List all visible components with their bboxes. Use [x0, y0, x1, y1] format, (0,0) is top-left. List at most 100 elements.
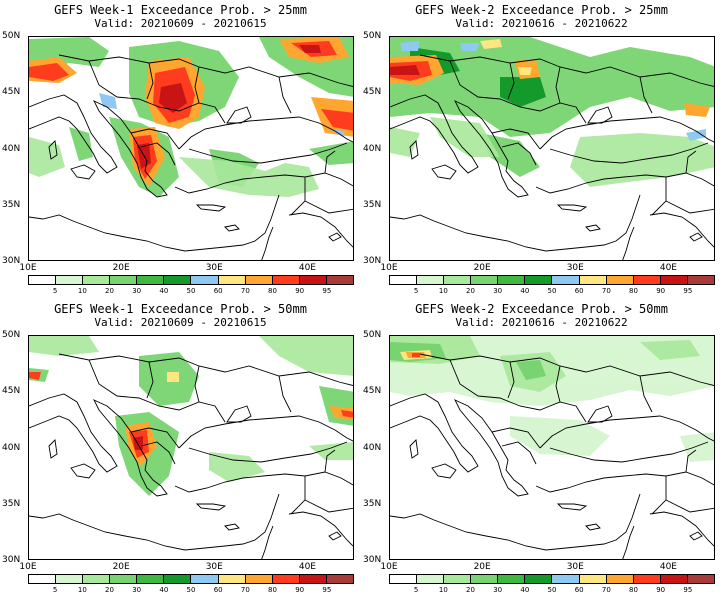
legend-swatch [83, 276, 111, 284]
panel-valid-dates: Valid: 20210616 - 20210622 [455, 316, 628, 329]
panel-title: GEFS Week-1 Exceedance Prob. > 25mm [54, 3, 307, 17]
legend-swatch [444, 575, 472, 583]
legend-threshold-label: 70 [240, 287, 250, 295]
legend-swatch [498, 575, 526, 583]
legend-swatch [29, 575, 57, 583]
probability-map [389, 335, 715, 560]
legend-swatch [579, 575, 607, 583]
legend-swatch [110, 575, 138, 583]
legend-threshold-label: 5 [52, 586, 58, 594]
legend-threshold-label: 30 [132, 586, 142, 594]
legend-swatch [390, 575, 418, 583]
latitude-label: 40N [2, 143, 21, 154]
legend-swatch [326, 575, 353, 583]
legend-swatch [552, 575, 580, 583]
legend-threshold-label: 5 [52, 287, 58, 295]
legend-threshold-label: 5 [413, 287, 419, 295]
latitude-label: 45N [363, 87, 382, 98]
legend-threshold-label: 60 [213, 586, 223, 594]
map-panel-week2-25mm: GEFS Week-2 Exceedance Prob. > 25mm Vali… [361, 0, 722, 299]
legend-swatch [299, 575, 327, 583]
legend-swatch [417, 575, 445, 583]
latitude-label: 45N [363, 386, 382, 397]
map-panel-week2-50mm: GEFS Week-2 Exceedance Prob. > 50mm Vali… [361, 299, 722, 598]
longitude-label: 10E [19, 263, 37, 273]
legend-threshold-label: 95 [322, 586, 332, 594]
legend-threshold-label: 30 [493, 287, 503, 295]
map-panel-week1-50mm: GEFS Week-1 Exceedance Prob. > 50mm Vali… [0, 299, 361, 598]
latitude-label: 50N [363, 31, 382, 41]
longitude-label: 20E [473, 562, 491, 572]
latitude-label: 30N [2, 256, 21, 266]
legend-swatch [326, 276, 353, 284]
latitude-label: 40N [2, 442, 21, 453]
latitude-label: 45N [2, 87, 21, 98]
longitude-label: 10E [380, 562, 398, 572]
latitude-label: 40N [363, 442, 382, 453]
latitude-label: 40N [363, 143, 382, 154]
legend-threshold-label: 30 [132, 287, 142, 295]
legend-threshold-label: 70 [601, 287, 611, 295]
probability-map [28, 36, 354, 261]
probability-legend [28, 574, 354, 584]
legend-swatch [606, 276, 634, 284]
legend-swatch [390, 276, 418, 284]
legend-swatch [272, 276, 300, 284]
legend-swatch [164, 575, 192, 583]
legend-threshold-label: 95 [322, 287, 332, 295]
legend-threshold-label: 60 [574, 586, 584, 594]
longitude-label: 10E [380, 263, 398, 273]
legend-threshold-label: 50 [186, 287, 196, 295]
longitude-label: 40E [298, 562, 316, 572]
latitude-label: 50N [2, 330, 21, 340]
longitude-label: 30E [205, 562, 223, 572]
legend-threshold-label: 5 [413, 586, 419, 594]
legend-swatch [245, 575, 273, 583]
legend-threshold-label: 10 [77, 586, 87, 594]
legend-swatch [56, 276, 84, 284]
legend-threshold-label: 90 [295, 586, 305, 594]
legend-threshold-label: 70 [240, 586, 250, 594]
panel-title: GEFS Week-2 Exceedance Prob. > 25mm [415, 3, 668, 17]
legend-swatch [579, 276, 607, 284]
legend-swatch [137, 276, 165, 284]
legend-swatch [417, 276, 445, 284]
latitude-label: 30N [2, 555, 21, 565]
legend-threshold-label: 30 [493, 586, 503, 594]
legend-swatch [299, 276, 327, 284]
legend-swatch [525, 575, 553, 583]
legend-swatch [272, 575, 300, 583]
longitude-label: 30E [566, 263, 584, 273]
legend-swatch [110, 276, 138, 284]
legend-threshold-label: 20 [105, 586, 114, 594]
panel-title: GEFS Week-1 Exceedance Prob. > 50mm [54, 302, 307, 316]
panel-valid-dates: Valid: 20210609 - 20210615 [94, 316, 267, 329]
legend-swatch [606, 575, 634, 583]
panel-valid-dates: Valid: 20210616 - 20210622 [455, 17, 628, 30]
legend-threshold-label: 20 [466, 287, 475, 295]
legend-swatch [137, 575, 165, 583]
map-panel-week1-25mm: GEFS Week-1 Exceedance Prob. > 25mm Vali… [0, 0, 361, 299]
latitude-label: 50N [363, 330, 382, 340]
probability-map [28, 335, 354, 560]
legend-threshold-label: 40 [520, 586, 530, 594]
legend-threshold-label: 20 [466, 586, 475, 594]
legend-threshold-label: 40 [520, 287, 530, 295]
panel-title: GEFS Week-2 Exceedance Prob. > 50mm [415, 302, 668, 316]
probability-legend [389, 574, 715, 584]
longitude-label: 40E [659, 562, 677, 572]
panel-valid-dates: Valid: 20210609 - 20210615 [94, 17, 267, 30]
longitude-label: 30E [566, 562, 584, 572]
legend-threshold-label: 60 [574, 287, 584, 295]
longitude-label: 10E [19, 562, 37, 572]
latitude-label: 35N [2, 498, 21, 509]
legend-threshold-label: 95 [683, 586, 693, 594]
legend-swatch [444, 276, 472, 284]
legend-swatch [164, 276, 192, 284]
legend-threshold-label: 40 [159, 586, 169, 594]
legend-threshold-label: 50 [547, 287, 557, 295]
legend-threshold-label: 10 [438, 287, 448, 295]
legend-swatch [218, 276, 246, 284]
legend-threshold-label: 80 [268, 586, 277, 594]
legend-threshold-label: 90 [656, 287, 666, 295]
